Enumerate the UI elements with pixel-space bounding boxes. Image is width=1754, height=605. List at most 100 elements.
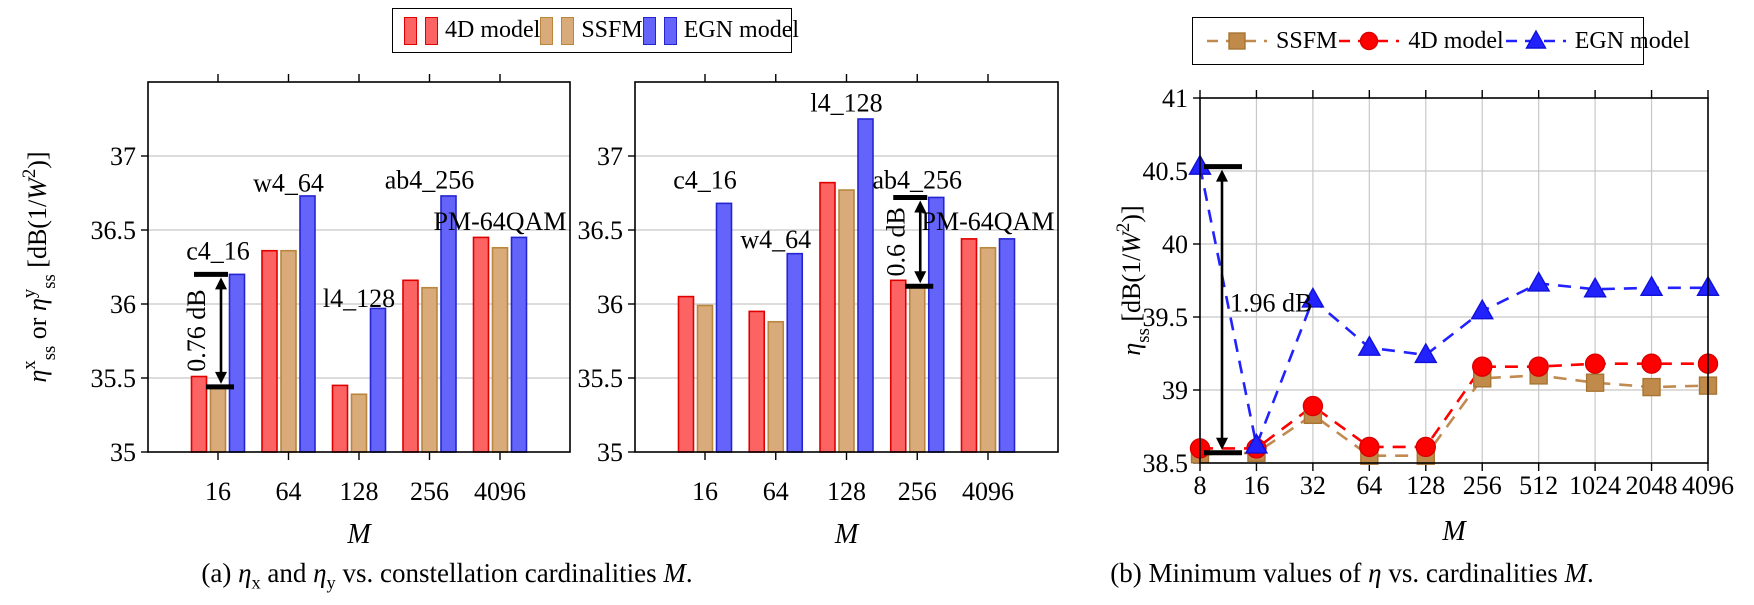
legend-item-4d-model: 4D model (404, 16, 541, 45)
legend-label: SSFM (581, 17, 643, 43)
gap-arrow-label: 0.6 dB (881, 207, 910, 276)
bar-swatch-icon (404, 16, 417, 45)
x-tick-label: 256 (898, 477, 937, 506)
bar-4d-model-256 (889, 279, 907, 453)
bar-ssfm-128 (350, 393, 368, 453)
marker-circle-4d-model (1641, 353, 1662, 374)
x-axis-label: M (346, 519, 372, 550)
gap-arrow-label: 1.96 dB (1230, 289, 1312, 318)
marker-circle-4d-model (1584, 353, 1606, 374)
square-marker-icon (1207, 32, 1267, 50)
gap-arrow-label: 0.76 dB (182, 289, 211, 371)
plot-border (634, 81, 1059, 453)
point-label: c4_16 (186, 237, 250, 266)
caption-token: y (326, 572, 336, 593)
x-tick-label: 4096 (1682, 471, 1734, 500)
y-tick-label: 41 (1162, 84, 1188, 113)
x-tick-label: 64 (763, 477, 789, 506)
y-tick-label: 40 (1162, 230, 1188, 259)
caption-token: M (663, 558, 686, 588)
bar-swatch-icon (425, 16, 438, 45)
bar-egn-model-64 (786, 252, 804, 453)
arrowhead-icon (1216, 437, 1228, 450)
caption-subfigure-b: (b) Minimum values of η vs. cardinalitie… (1110, 558, 1594, 589)
x-tick-label: 64 (1356, 471, 1382, 500)
bar-ssfm-4096 (979, 246, 997, 453)
bar-4d-model-64 (748, 310, 766, 453)
bar-4d-model-4096 (960, 238, 978, 453)
y-tick-label: 36 (597, 290, 623, 319)
y-tick-label: 40.5 (1143, 157, 1189, 186)
circle-marker-icon (1339, 31, 1400, 51)
bar-egn-model-128 (369, 307, 387, 453)
bar-ssfm-128 (838, 189, 855, 453)
bar-ssfm-16 (209, 386, 227, 453)
bar-4d-model-16 (190, 375, 208, 453)
marker-square-ssfm (1642, 377, 1661, 397)
bar-4d-model-256 (402, 279, 419, 453)
point-label: l4_128 (810, 89, 882, 118)
point-label: PM-64QAM (922, 207, 1055, 236)
x-tick-label: 1024 (1569, 471, 1621, 500)
y-axis-label: ηss [dB(1/W2)] (1113, 205, 1154, 355)
bar-swatch-icon (404, 16, 438, 45)
circle-icon (1360, 31, 1379, 51)
bar-ssfm-4096 (491, 246, 509, 453)
bar-egn-model-16 (715, 202, 733, 453)
arrowhead-icon (914, 271, 927, 284)
marker-circle-4d-model (1528, 356, 1549, 377)
y-tick-label: 35.5 (578, 364, 624, 393)
bar-4d-model-16 (677, 295, 695, 453)
x-tick-label: 64 (276, 477, 302, 506)
legend-item-ssfm: SSFM (540, 16, 643, 45)
legend-item-4d-model: 4D model (1337, 28, 1504, 55)
legend-item-egn-model: EGN model (1504, 28, 1690, 55)
marker-triangle-egn-model (1639, 275, 1664, 296)
marker-circle-4d-model (1359, 436, 1380, 458)
bar-egn-model-4096 (998, 238, 1016, 453)
point-label: c4_16 (673, 166, 737, 195)
plot-border (1199, 97, 1709, 464)
caption-subfigure-a: (a) ηx and ηy vs. constellation cardinal… (201, 558, 692, 593)
marker-triangle-egn-model (1526, 271, 1551, 292)
caption-token: vs. constellation cardinalities (335, 558, 664, 588)
caption-token: . (685, 558, 693, 588)
arrowhead-icon (215, 277, 227, 290)
plot-border (147, 81, 571, 453)
caption-token: (a) (201, 558, 239, 588)
bar-ssfm-256 (421, 286, 438, 453)
x-tick-label: 256 (410, 477, 449, 506)
bar-swatch-icon (663, 16, 677, 45)
point-label: ab4_256 (872, 166, 962, 195)
marker-triangle-egn-model (1357, 335, 1382, 356)
point-label: w4_64 (740, 225, 811, 254)
bar-ssfm-64 (280, 249, 297, 453)
bar-egn-model-64 (299, 195, 316, 453)
marker-circle-4d-model (1415, 436, 1436, 458)
caption-token: M (1564, 558, 1588, 588)
y-tick-label: 36.5 (91, 216, 137, 245)
x-tick-label: 8 (1194, 471, 1207, 500)
bar-egn-model-4096 (510, 236, 528, 453)
legend-item-ssfm: SSFM (1205, 28, 1337, 55)
bar-ssfm-16 (696, 304, 714, 453)
x-tick-label: 128 (340, 477, 379, 506)
legend-label: 4D model (445, 17, 541, 43)
marker-square-ssfm (1585, 373, 1605, 392)
y-tick-label: 38.5 (1143, 449, 1189, 478)
y-tick-label: 35.5 (91, 364, 137, 393)
arrowhead-icon (215, 371, 227, 384)
x-tick-label: 16 (692, 477, 718, 506)
legend-label: EGN model (683, 17, 800, 43)
bar-swatch-icon (540, 16, 554, 45)
x-tick-label: 2048 (1626, 471, 1678, 500)
legend-item-egn-model: EGN model (642, 16, 800, 45)
x-tick-label: 4096 (962, 477, 1014, 506)
y-tick-label: 37 (597, 142, 623, 171)
line-egn-model (1198, 166, 1708, 451)
bar-swatch-icon (561, 16, 575, 45)
bar-swatch-icon (642, 16, 656, 45)
bar-4d-model-64 (261, 249, 278, 453)
